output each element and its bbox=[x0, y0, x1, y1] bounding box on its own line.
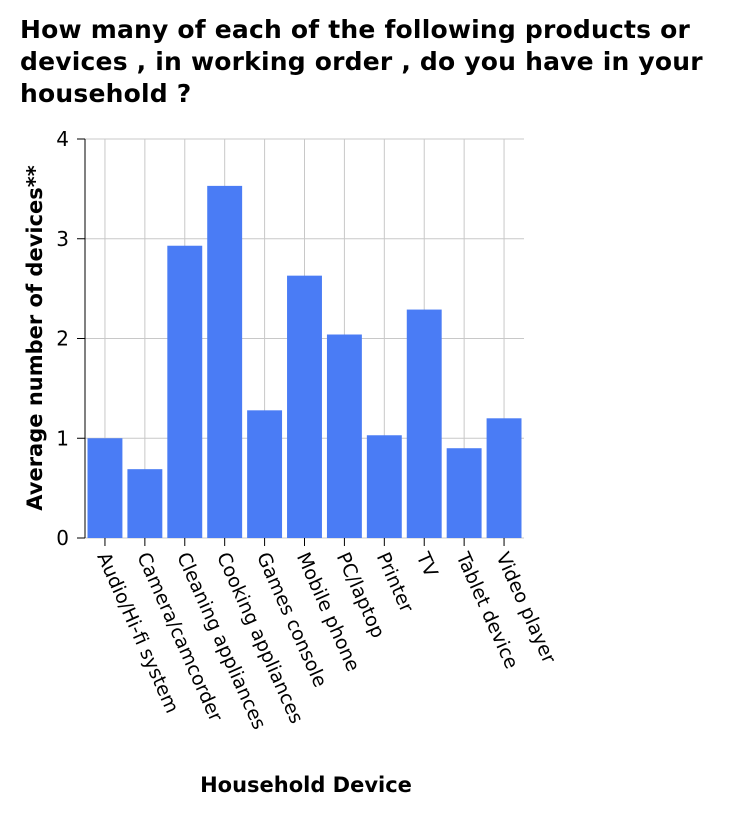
bar-pc-laptop bbox=[326, 334, 362, 538]
x-tick-label: TV bbox=[411, 548, 442, 580]
y-tick-label: 0 bbox=[56, 526, 69, 550]
bar-games-console bbox=[247, 410, 283, 538]
y-tick-label: 3 bbox=[56, 227, 69, 251]
bar-tablet-device bbox=[446, 448, 482, 538]
bar-video-player bbox=[486, 418, 522, 538]
chart-title: How many of each of the following produc… bbox=[20, 15, 703, 108]
y-tick-label: 4 bbox=[56, 127, 69, 151]
x-axis-label: Household Device bbox=[200, 773, 412, 797]
bar-cleaning-appliances bbox=[167, 245, 203, 539]
y-tick-label: 1 bbox=[56, 426, 69, 450]
bar-camera-camcorder bbox=[127, 469, 163, 538]
x-tick-label: Printer bbox=[372, 549, 418, 616]
y-tick-label: 2 bbox=[56, 327, 69, 351]
bar-audio-hi-fi-system bbox=[87, 438, 123, 538]
bar-tv bbox=[406, 309, 442, 538]
bars bbox=[87, 185, 522, 539]
bar-mobile-phone bbox=[287, 275, 322, 538]
bar-cooking-appliances bbox=[207, 185, 243, 538]
axes bbox=[77, 138, 505, 546]
y-axis-label: Average number of devices** bbox=[23, 165, 47, 510]
bar-printer bbox=[366, 435, 402, 538]
